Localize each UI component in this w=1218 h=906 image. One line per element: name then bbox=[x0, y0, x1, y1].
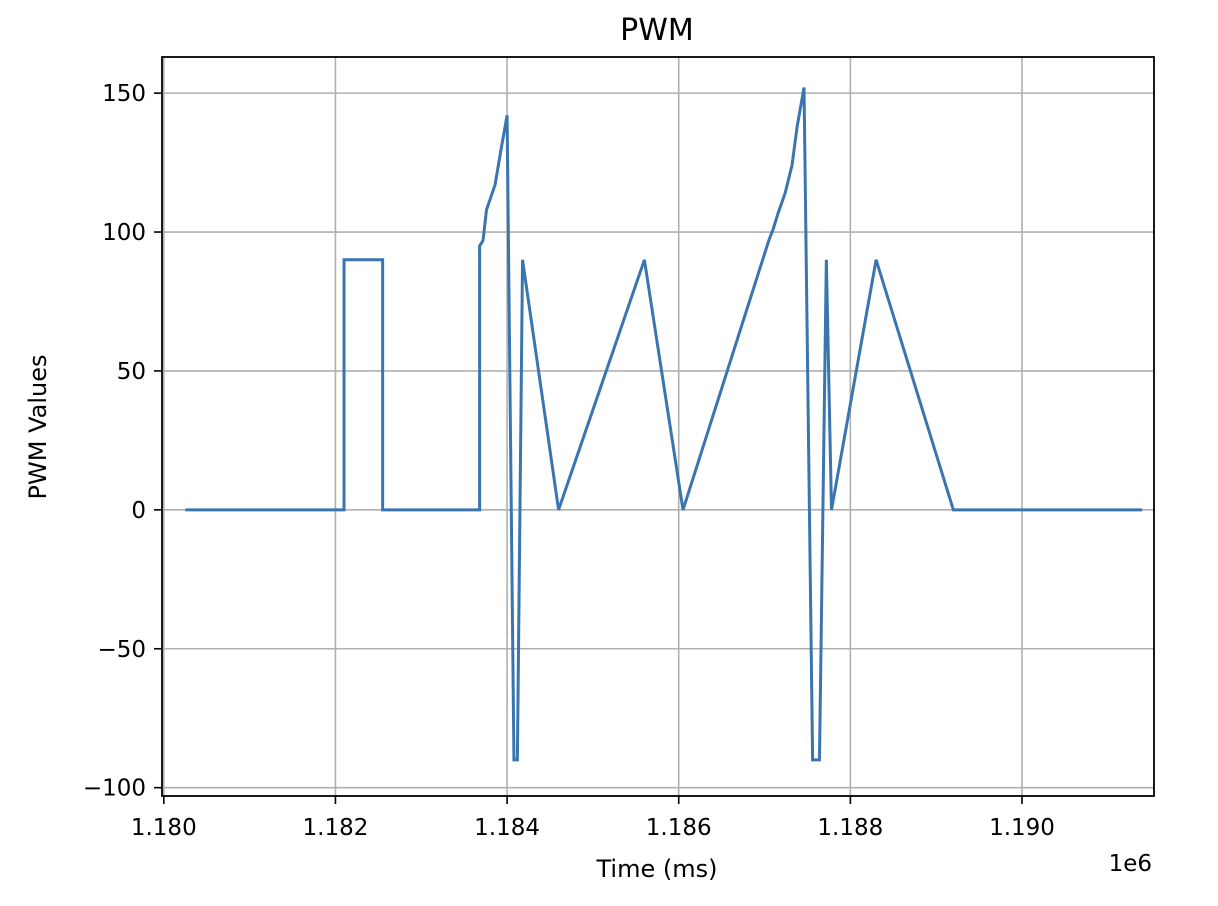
x-tick-label: 1.190 bbox=[989, 815, 1055, 841]
x-axis-label: Time (ms) bbox=[596, 855, 718, 883]
y-tick-label: 50 bbox=[117, 359, 146, 385]
series-layer bbox=[185, 87, 1143, 762]
tick-marks bbox=[154, 92, 1023, 804]
x-tick-label: 1.188 bbox=[817, 815, 883, 841]
pwm-series-line bbox=[185, 87, 1143, 762]
x-axis-offset-label: 1e6 bbox=[1109, 851, 1152, 877]
x-tick-label: 1.186 bbox=[646, 815, 712, 841]
chart-title: PWM bbox=[620, 13, 694, 48]
y-tick-label: 100 bbox=[102, 220, 146, 246]
x-tick-label: 1.184 bbox=[474, 815, 540, 841]
y-tick-label: 150 bbox=[102, 81, 146, 107]
y-tick-label: 0 bbox=[131, 498, 146, 524]
x-tick-label: 1.180 bbox=[131, 815, 197, 841]
y-axis-label: PWM Values bbox=[24, 355, 52, 500]
x-tick-label: 1.182 bbox=[303, 815, 369, 841]
plot-frame bbox=[161, 56, 1155, 797]
y-tick-label: −100 bbox=[83, 776, 146, 802]
y-tick-label: −50 bbox=[97, 637, 146, 663]
tick-labels: 1.180 1.182 1.184 1.186 1.188 1.190 −100 −50 0 50… bbox=[83, 81, 1055, 841]
